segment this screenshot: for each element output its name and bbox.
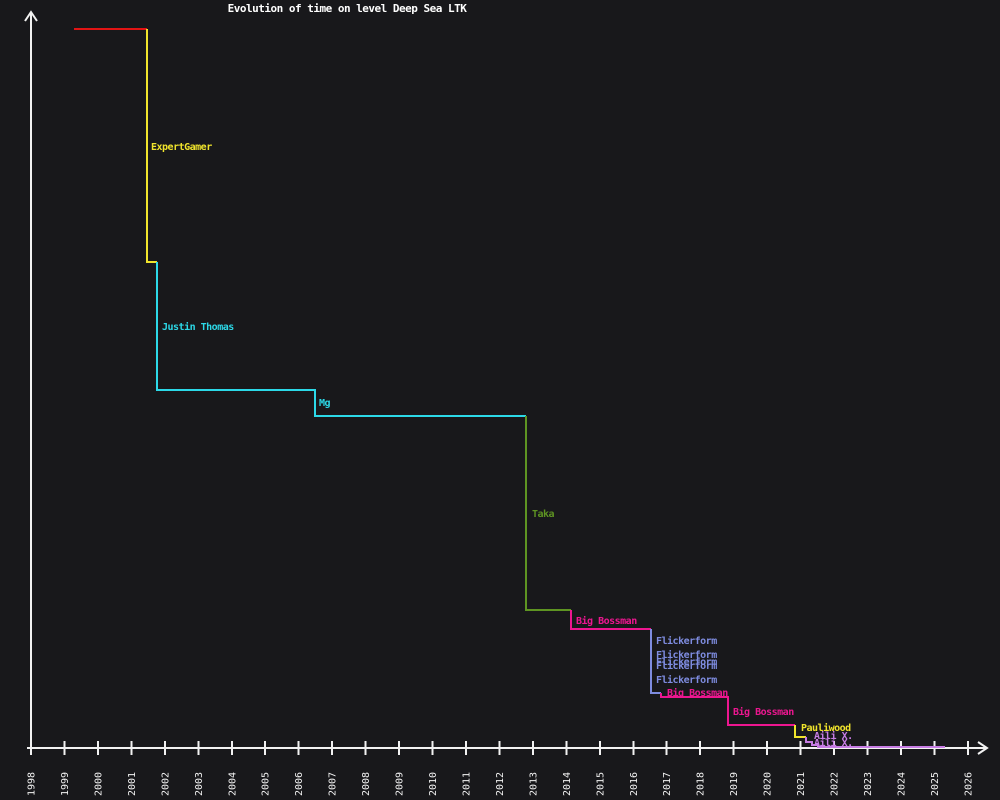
record-step-line <box>794 725 806 738</box>
runner-label: Flickerform <box>656 649 717 661</box>
runner-label: Aili X. <box>814 737 853 749</box>
x-tick-label: 2013 <box>528 772 539 796</box>
x-tick-label: 2014 <box>562 772 573 796</box>
runner-label: Big Bossman <box>733 706 794 718</box>
record-step-line <box>660 693 795 726</box>
x-tick-label: 2020 <box>763 772 774 796</box>
x-tick-label: 2018 <box>696 772 707 796</box>
chart-title: Evolution of time on level Deep Sea LTK <box>227 2 467 15</box>
x-tick-label: 2006 <box>294 772 305 796</box>
x-tick-label: 2005 <box>261 772 272 796</box>
x-tick-label: 2016 <box>629 772 640 796</box>
x-tick-label: 2022 <box>830 772 841 796</box>
x-axis-arrow-icon <box>977 741 989 755</box>
runner-label: Taka <box>532 509 555 520</box>
runner-label: Mg <box>319 398 331 409</box>
runner-label: Flickerform <box>656 660 717 672</box>
record-step-line <box>805 737 945 748</box>
x-tick-label: 2012 <box>495 772 506 796</box>
x-tick-label: 2021 <box>796 772 807 796</box>
x-tick-label: 2007 <box>328 772 339 796</box>
y-axis-arrow-icon <box>24 10 38 22</box>
runner-label: Flickerform <box>656 674 717 686</box>
runner-label: Big Bossman <box>667 687 728 699</box>
record-step-line <box>650 629 661 694</box>
runner-label: Justin Thomas <box>162 321 234 333</box>
runner-label: Flickerform <box>656 656 717 668</box>
x-tick-label: 2001 <box>127 772 138 796</box>
x-tick-label: 2025 <box>930 772 941 796</box>
x-tick-label: 2015 <box>595 772 606 796</box>
runner-label: Big Bossman <box>576 615 637 627</box>
x-tick-label: 2002 <box>160 772 171 796</box>
x-tick-label: 2009 <box>395 772 406 796</box>
x-tick-label: 2004 <box>227 772 238 796</box>
runner-label: ExpertGamer <box>151 142 212 153</box>
record-step-line <box>146 29 157 263</box>
record-step-line <box>570 610 651 630</box>
x-tick-label: 1999 <box>60 772 71 796</box>
x-tick-label: 2008 <box>361 772 372 796</box>
x-tick-label: 2024 <box>896 772 907 796</box>
runner-label: Aili X. <box>814 730 853 742</box>
x-tick-label: 2003 <box>194 772 205 796</box>
runner-label: Pauliwood <box>801 722 851 734</box>
x-tick-label: 2023 <box>863 772 874 796</box>
x-tick-label: 2017 <box>662 772 673 796</box>
record-step-line <box>525 416 571 611</box>
record-step-line <box>156 262 526 417</box>
x-tick-label: 2019 <box>729 772 740 796</box>
x-tick-label: 2000 <box>93 772 104 796</box>
x-tick-label: 2010 <box>428 772 439 796</box>
runner-label: Flickerform <box>656 635 717 647</box>
x-tick-label: 2011 <box>461 772 472 796</box>
x-tick-label: 1998 <box>27 772 38 796</box>
x-tick-label: 2026 <box>963 772 974 796</box>
